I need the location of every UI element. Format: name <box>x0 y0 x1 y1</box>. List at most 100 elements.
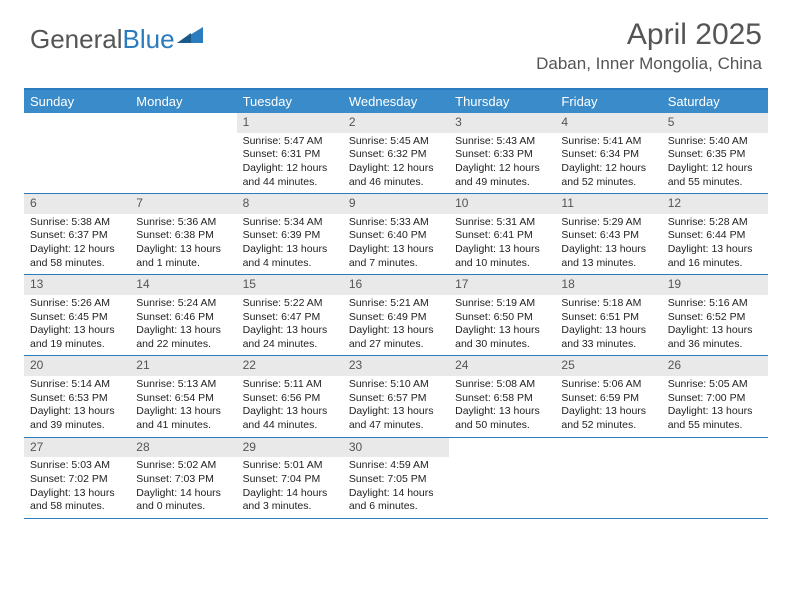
day-cell: 22Sunrise: 5:11 AMSunset: 6:56 PMDayligh… <box>237 356 343 436</box>
sunrise-line: Sunrise: 5:21 AM <box>349 297 443 311</box>
day-header-monday: Monday <box>130 90 236 113</box>
sunset-line: Sunset: 6:32 PM <box>349 148 443 162</box>
daylight-line: Daylight: 13 hours and 22 minutes. <box>136 324 230 351</box>
day-body: Sunrise: 5:47 AMSunset: 6:31 PMDaylight:… <box>237 133 343 194</box>
sunset-line: Sunset: 6:38 PM <box>136 229 230 243</box>
sunrise-line: Sunrise: 5:26 AM <box>30 297 124 311</box>
location: Daban, Inner Mongolia, China <box>536 54 762 74</box>
sunrise-line: Sunrise: 5:05 AM <box>668 378 762 392</box>
day-header-row: SundayMondayTuesdayWednesdayThursdayFrid… <box>24 90 768 113</box>
sunset-line: Sunset: 6:51 PM <box>561 311 655 325</box>
day-cell: 16Sunrise: 5:21 AMSunset: 6:49 PMDayligh… <box>343 275 449 355</box>
sunset-line: Sunset: 6:56 PM <box>243 392 337 406</box>
day-cell: 15Sunrise: 5:22 AMSunset: 6:47 PMDayligh… <box>237 275 343 355</box>
day-number: 29 <box>237 438 343 458</box>
daylight-line: Daylight: 13 hours and 4 minutes. <box>243 243 337 270</box>
day-number: 19 <box>662 275 768 295</box>
sunset-line: Sunset: 7:03 PM <box>136 473 230 487</box>
day-body: Sunrise: 5:36 AMSunset: 6:38 PMDaylight:… <box>130 214 236 275</box>
day-body: Sunrise: 4:59 AMSunset: 7:05 PMDaylight:… <box>343 457 449 518</box>
logo-text-general: General <box>30 24 123 54</box>
sunset-line: Sunset: 6:31 PM <box>243 148 337 162</box>
logo: GeneralBlue <box>30 24 203 55</box>
daylight-line: Daylight: 12 hours and 52 minutes. <box>561 162 655 189</box>
day-header-thursday: Thursday <box>449 90 555 113</box>
week-row: 20Sunrise: 5:14 AMSunset: 6:53 PMDayligh… <box>24 356 768 437</box>
day-header-friday: Friday <box>555 90 661 113</box>
day-number: 12 <box>662 194 768 214</box>
day-cell: 5Sunrise: 5:40 AMSunset: 6:35 PMDaylight… <box>662 113 768 193</box>
day-header-saturday: Saturday <box>662 90 768 113</box>
day-number: 23 <box>343 356 449 376</box>
day-body: Sunrise: 5:41 AMSunset: 6:34 PMDaylight:… <box>555 133 661 194</box>
sunrise-line: Sunrise: 5:03 AM <box>30 459 124 473</box>
daylight-line: Daylight: 13 hours and 39 minutes. <box>30 405 124 432</box>
day-cell: 21Sunrise: 5:13 AMSunset: 6:54 PMDayligh… <box>130 356 236 436</box>
day-body: Sunrise: 5:28 AMSunset: 6:44 PMDaylight:… <box>662 214 768 275</box>
day-number: 21 <box>130 356 236 376</box>
sunset-line: Sunset: 6:57 PM <box>349 392 443 406</box>
day-body: Sunrise: 5:06 AMSunset: 6:59 PMDaylight:… <box>555 376 661 437</box>
daylight-line: Daylight: 14 hours and 6 minutes. <box>349 487 443 514</box>
sunset-line: Sunset: 6:49 PM <box>349 311 443 325</box>
sunrise-line: Sunrise: 5:11 AM <box>243 378 337 392</box>
day-header-tuesday: Tuesday <box>237 90 343 113</box>
day-body: Sunrise: 5:16 AMSunset: 6:52 PMDaylight:… <box>662 295 768 356</box>
day-body: Sunrise: 5:19 AMSunset: 6:50 PMDaylight:… <box>449 295 555 356</box>
day-cell: 23Sunrise: 5:10 AMSunset: 6:57 PMDayligh… <box>343 356 449 436</box>
empty-cell <box>24 113 130 193</box>
day-cell: 1Sunrise: 5:47 AMSunset: 6:31 PMDaylight… <box>237 113 343 193</box>
daylight-line: Daylight: 13 hours and 13 minutes. <box>561 243 655 270</box>
calendar: SundayMondayTuesdayWednesdayThursdayFrid… <box>24 88 768 519</box>
sunset-line: Sunset: 6:53 PM <box>30 392 124 406</box>
daylight-line: Daylight: 13 hours and 30 minutes. <box>455 324 549 351</box>
sunrise-line: Sunrise: 5:02 AM <box>136 459 230 473</box>
sunset-line: Sunset: 6:50 PM <box>455 311 549 325</box>
sunset-line: Sunset: 6:41 PM <box>455 229 549 243</box>
sunrise-line: Sunrise: 5:29 AM <box>561 216 655 230</box>
day-number: 13 <box>24 275 130 295</box>
empty-cell <box>449 438 555 518</box>
logo-text: GeneralBlue <box>30 24 175 55</box>
day-body: Sunrise: 5:21 AMSunset: 6:49 PMDaylight:… <box>343 295 449 356</box>
day-body: Sunrise: 5:38 AMSunset: 6:37 PMDaylight:… <box>24 214 130 275</box>
day-number: 27 <box>24 438 130 458</box>
sunset-line: Sunset: 6:43 PM <box>561 229 655 243</box>
week-row: 13Sunrise: 5:26 AMSunset: 6:45 PMDayligh… <box>24 275 768 356</box>
day-cell: 6Sunrise: 5:38 AMSunset: 6:37 PMDaylight… <box>24 194 130 274</box>
day-cell: 24Sunrise: 5:08 AMSunset: 6:58 PMDayligh… <box>449 356 555 436</box>
day-number: 30 <box>343 438 449 458</box>
sunrise-line: Sunrise: 5:10 AM <box>349 378 443 392</box>
day-body: Sunrise: 5:22 AMSunset: 6:47 PMDaylight:… <box>237 295 343 356</box>
daylight-line: Daylight: 13 hours and 27 minutes. <box>349 324 443 351</box>
week-row: 1Sunrise: 5:47 AMSunset: 6:31 PMDaylight… <box>24 113 768 194</box>
day-cell: 2Sunrise: 5:45 AMSunset: 6:32 PMDaylight… <box>343 113 449 193</box>
day-header-sunday: Sunday <box>24 90 130 113</box>
daylight-line: Daylight: 13 hours and 44 minutes. <box>243 405 337 432</box>
month-title: April 2025 <box>536 18 762 52</box>
daylight-line: Daylight: 13 hours and 41 minutes. <box>136 405 230 432</box>
day-body: Sunrise: 5:40 AMSunset: 6:35 PMDaylight:… <box>662 133 768 194</box>
daylight-line: Daylight: 13 hours and 19 minutes. <box>30 324 124 351</box>
day-number: 15 <box>237 275 343 295</box>
sunrise-line: Sunrise: 5:38 AM <box>30 216 124 230</box>
sunset-line: Sunset: 7:00 PM <box>668 392 762 406</box>
sunrise-line: Sunrise: 5:16 AM <box>668 297 762 311</box>
sunset-line: Sunset: 6:46 PM <box>136 311 230 325</box>
day-number: 1 <box>237 113 343 133</box>
day-number: 20 <box>24 356 130 376</box>
daylight-line: Daylight: 13 hours and 33 minutes. <box>561 324 655 351</box>
sunset-line: Sunset: 6:54 PM <box>136 392 230 406</box>
day-cell: 13Sunrise: 5:26 AMSunset: 6:45 PMDayligh… <box>24 275 130 355</box>
sunset-line: Sunset: 6:44 PM <box>668 229 762 243</box>
day-number: 26 <box>662 356 768 376</box>
day-cell: 27Sunrise: 5:03 AMSunset: 7:02 PMDayligh… <box>24 438 130 518</box>
daylight-line: Daylight: 13 hours and 7 minutes. <box>349 243 443 270</box>
daylight-line: Daylight: 13 hours and 24 minutes. <box>243 324 337 351</box>
sunrise-line: Sunrise: 5:45 AM <box>349 135 443 149</box>
sunrise-line: Sunrise: 5:43 AM <box>455 135 549 149</box>
day-number: 9 <box>343 194 449 214</box>
sunrise-line: Sunrise: 5:18 AM <box>561 297 655 311</box>
day-cell: 7Sunrise: 5:36 AMSunset: 6:38 PMDaylight… <box>130 194 236 274</box>
day-body: Sunrise: 5:43 AMSunset: 6:33 PMDaylight:… <box>449 133 555 194</box>
